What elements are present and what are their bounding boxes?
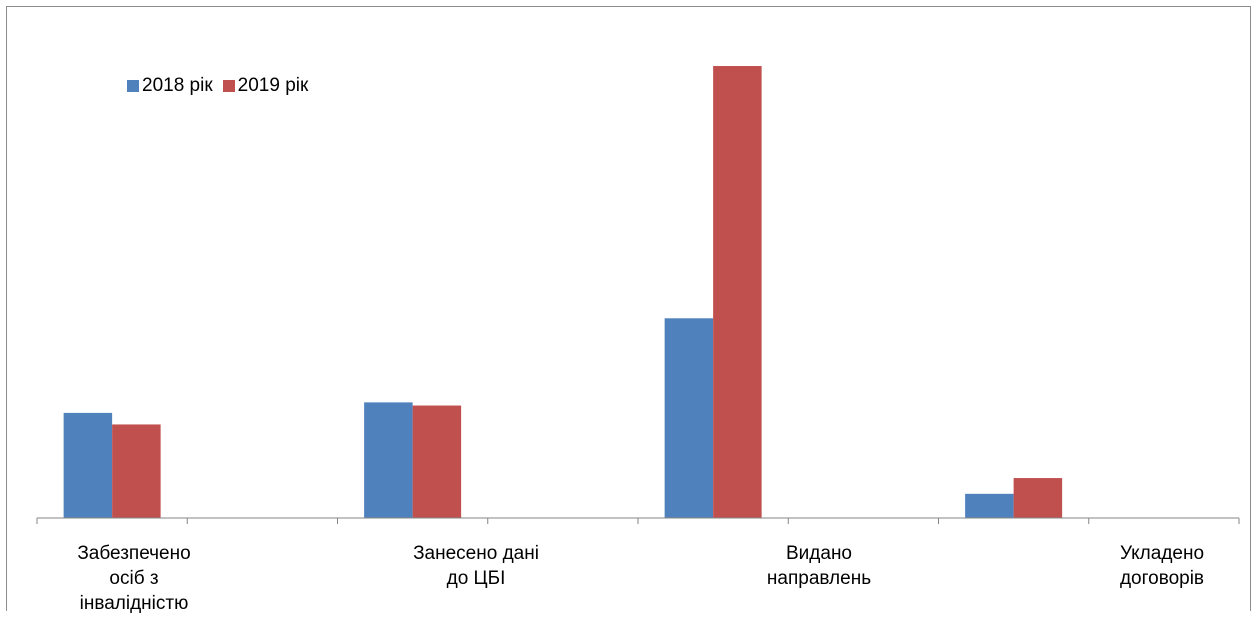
bar-2018-2 (664, 318, 714, 518)
legend-swatch-2018 (127, 80, 139, 92)
bar-2019-1 (412, 405, 462, 518)
bar-2019-2 (713, 66, 762, 518)
category-label-0-line-1: осіб з (109, 568, 159, 589)
category-label-3-line-0: Укладено (1119, 543, 1205, 564)
category-label-1: Занесено дані до ЦБІ (366, 541, 586, 591)
category-label-0-line-2: інвалідністю (79, 593, 189, 614)
chart-frame: 2018 рік 2019 рік Забезпечено осіб з інв… (6, 6, 1251, 614)
category-label-1-line-1: до ЦБІ (446, 568, 506, 589)
legend: 2018 рік 2019 рік (127, 75, 318, 97)
category-label-3: Укладено договорів (1052, 541, 1257, 591)
category-label-2-line-0: Видано (786, 543, 852, 564)
category-label-0: Забезпечено осіб з інвалідністю (24, 541, 244, 616)
legend-item-2019: 2019 рік (222, 75, 309, 97)
legend-label-2018: 2018 рік (142, 75, 213, 96)
legend-label-2019: 2019 рік (237, 75, 309, 96)
bar-2019-3 (1013, 478, 1063, 518)
category-label-0-line-0: Забезпечено (77, 543, 191, 564)
chart-plot (36, 66, 1240, 524)
category-label-3-line-1: договорів (1119, 568, 1205, 589)
category-label-2-line-1: направлень (766, 568, 872, 589)
category-label-2: Видано направлень (709, 541, 929, 591)
legend-swatch-2019 (222, 80, 235, 92)
bar-2018-0 (63, 412, 113, 518)
bar-2018-3 (965, 493, 1014, 518)
legend-item-2018: 2018 рік (127, 75, 213, 97)
category-label-1-line-0: Занесено дані (413, 543, 539, 564)
bar-2018-1 (364, 402, 413, 518)
bar-2019-0 (112, 424, 161, 518)
